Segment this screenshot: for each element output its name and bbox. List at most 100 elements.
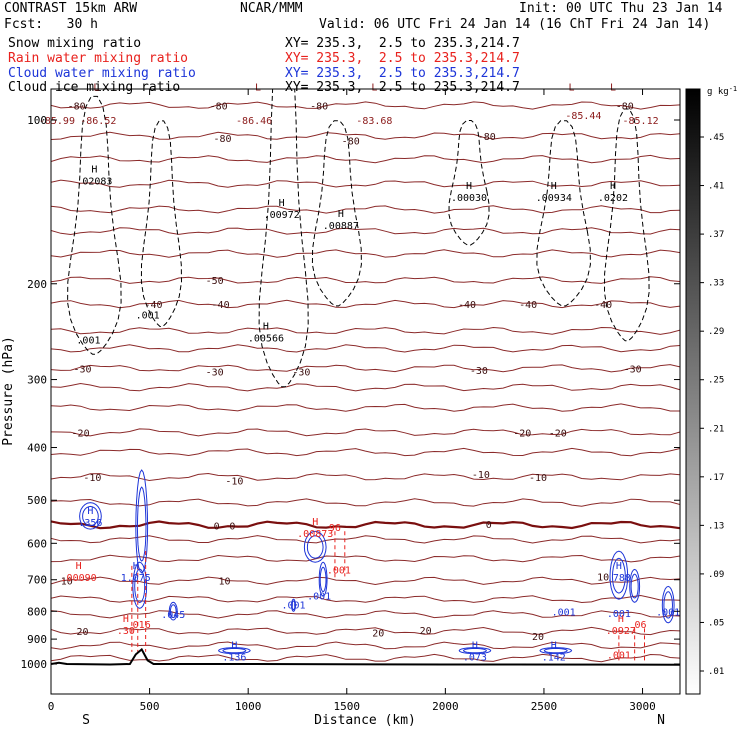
extremum-value: .001 [136, 311, 160, 322]
extremum-value: .136 [222, 653, 246, 664]
extremum-marker: L [93, 82, 99, 93]
cloud-ice-contour [311, 120, 362, 307]
isotherm-label: -80 [310, 101, 328, 112]
isotherm-label: 0 [229, 521, 235, 532]
isotherm-line [51, 344, 680, 353]
contour-labels: -80 -80 -80 -80 -80 -80 -80 -50 -40 -40 -40 -40 -40 -… [39, 82, 680, 663]
isotherm-line [51, 428, 680, 437]
extremum-marker: L [371, 82, 377, 93]
cloud-ice-contour [448, 120, 490, 246]
extremum-marker: H [279, 198, 285, 209]
x-tick-label: 1000 [235, 700, 262, 713]
cloud-water-contour [169, 604, 177, 619]
isotherm-line [51, 520, 680, 530]
isotherm-label: 10 [218, 577, 230, 588]
y-tick-label: 800 [27, 605, 47, 618]
extremum-marker: H [133, 561, 139, 572]
isotherm-line [51, 326, 680, 335]
y-tick-label: 1000 [21, 658, 48, 671]
extremum-value: 06 [635, 620, 647, 631]
cloud-water-contour [462, 647, 488, 654]
extremum-marker: L [569, 82, 575, 93]
cloud-water-contour [79, 502, 102, 530]
extremum-value: .788 [607, 573, 631, 584]
cloud-water-contour [663, 591, 674, 619]
extremum-value: -83.68 [356, 116, 392, 127]
field-xy-cloud-water: XY= 235.3, 2.5 to 235.3,214.7 [285, 66, 520, 81]
cloud-water-contour [318, 561, 328, 597]
isotherm-label: 20 [372, 629, 384, 640]
y-tick-label: 900 [27, 633, 47, 646]
colorbar-tick-label: .45 [708, 133, 724, 143]
field-xy-rain: XY= 235.3, 2.5 to 235.3,214.7 [285, 51, 520, 66]
isotherm-label: -80 [616, 101, 634, 112]
x-axis-end-label-south: S [82, 713, 90, 728]
field-label-rain: Rain water mixing ratio [8, 51, 189, 66]
rain-water-contours [131, 531, 646, 662]
extremum-value: -85.99 [39, 116, 75, 127]
extremum-marker: H [76, 561, 82, 572]
x-tick-label: 2000 [432, 700, 459, 713]
extremum-value: .00934 [536, 193, 572, 204]
extremum-value: .073 [463, 653, 487, 664]
cloud-water-contour [135, 469, 149, 574]
x-axis-end-label-north: N [657, 713, 665, 728]
colorbar-tick-label: .01 [708, 667, 724, 677]
cloud-water-contour [136, 486, 147, 562]
isotherm-label: -50 [206, 276, 224, 287]
isotherm-line [51, 403, 680, 412]
cloud-water-contour [303, 530, 327, 563]
colorbar-ticks: .45 .41 .37 .33 .29 .25 .21 .17 .13 .09 .05 .01 [700, 133, 724, 677]
extremum-value: .00030 [451, 193, 487, 204]
extremum-value: .001 [552, 607, 576, 618]
isotherm-label: -20 [513, 428, 531, 439]
extremum-value: 016 [133, 620, 151, 631]
extremum-value: 96 [329, 523, 341, 534]
isotherm-line [51, 447, 680, 457]
cloud-water-contour [539, 647, 573, 655]
extremum-value: .00566 [248, 334, 284, 345]
extremum-marker: H [472, 641, 478, 652]
extremum-value: .045 [161, 610, 185, 621]
extremum-marker: H [616, 561, 622, 572]
isotherm-label: -40 [212, 300, 230, 311]
extremum-value: .001 [76, 335, 100, 346]
extremum-value: .001 [327, 565, 351, 576]
isotherm-label: -30 [292, 368, 310, 379]
colorbar-tick-label: .13 [708, 521, 724, 531]
colorbar-tick-label: .09 [708, 570, 724, 580]
isotherm-label: -10 [472, 470, 490, 481]
extremum-value: .001 [656, 607, 680, 618]
isotherm-line [51, 101, 680, 110]
extremum-marker: L [610, 82, 616, 93]
cloud-water-contour [609, 550, 629, 600]
cloud-ice-contour [67, 95, 122, 355]
colorbar [685, 88, 701, 695]
plot-frame [50, 88, 681, 695]
cloud-water-contour [134, 568, 146, 604]
isotherm-line [51, 249, 680, 258]
cloud-water-contour [543, 647, 568, 654]
extremum-value: -86.46 [236, 116, 272, 127]
init-time: Init: 00 UTC Thu 23 Jan 14 [519, 1, 723, 16]
x-axis-label: Distance (km) [314, 713, 416, 728]
extremum-marker: H [338, 209, 344, 220]
x-tick-label: 2500 [531, 700, 558, 713]
isotherm-label: -20 [549, 428, 567, 439]
extremum-value: .00090 [61, 573, 97, 584]
extremum-marker: H [466, 181, 472, 192]
x-tick-label: 500 [140, 700, 160, 713]
isotherm-label: -80 [478, 132, 496, 143]
extremum-value: -85.44 [565, 111, 601, 122]
extremum-value: .001 [281, 601, 305, 612]
isotherm-label: 20 [532, 632, 544, 643]
isotherm-label: -30 [206, 368, 224, 379]
extremum-marker: H [551, 641, 557, 652]
cloud-water-contour [611, 557, 626, 594]
cloud-water-contour [222, 647, 247, 654]
field-label-snow: Snow mixing ratio [8, 36, 142, 51]
isotherm-line [51, 364, 680, 373]
